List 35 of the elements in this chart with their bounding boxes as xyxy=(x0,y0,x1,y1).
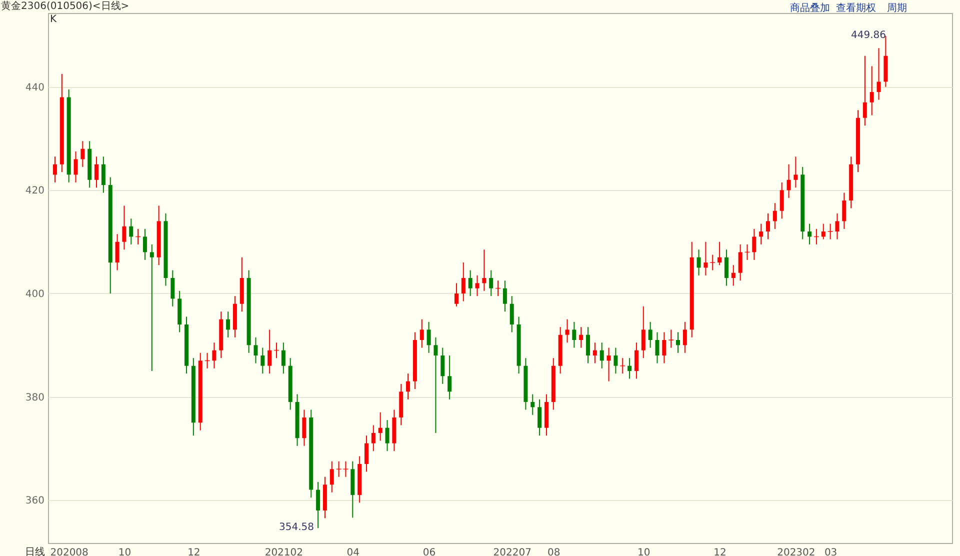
x-tick-label: 12 xyxy=(188,548,200,556)
y-tick-label: 420 xyxy=(25,186,44,197)
y-tick-label: 400 xyxy=(25,288,44,300)
chart-title: 黄金2306(010506)<日线> xyxy=(1,0,130,12)
candlestick xyxy=(274,342,279,359)
candlestick xyxy=(204,352,210,369)
x-tick-label: 10 xyxy=(118,548,132,556)
x-tick-label: 04 xyxy=(346,548,360,556)
annotation: 周期 xyxy=(887,2,907,14)
x-tick-label: 06 xyxy=(422,548,436,556)
candlestick xyxy=(668,329,674,348)
x-tick-label: 08 xyxy=(548,548,560,556)
annotation: K xyxy=(50,14,57,25)
x-tick-label: 202008 xyxy=(50,548,88,556)
candlestick xyxy=(814,228,819,245)
text: 日线 xyxy=(25,546,45,556)
x-tick-label: 10 xyxy=(638,548,650,556)
annotation: 354.58 xyxy=(279,522,314,533)
y-tick-label: 380 xyxy=(25,392,44,404)
x-tick-label: 202302 xyxy=(777,548,816,556)
x-tick-label: 202102 xyxy=(264,548,304,556)
annotation: 449.86 xyxy=(851,30,886,41)
candlestick xyxy=(744,244,750,260)
candlestick xyxy=(496,280,501,297)
candlestick xyxy=(828,223,833,240)
y-tick-label: 360 xyxy=(25,496,44,507)
annotation: 商品叠加 xyxy=(790,2,830,14)
x-tick-label: 03 xyxy=(824,548,838,556)
x-tick-label: 202207 xyxy=(493,548,532,556)
candlestick xyxy=(620,358,626,374)
x-tick-label: 12 xyxy=(714,548,726,556)
annotation: 查看期权 xyxy=(836,2,876,14)
candlestick xyxy=(710,254,716,271)
candlestick xyxy=(136,228,141,245)
y-tick-label: 440 xyxy=(25,82,44,94)
